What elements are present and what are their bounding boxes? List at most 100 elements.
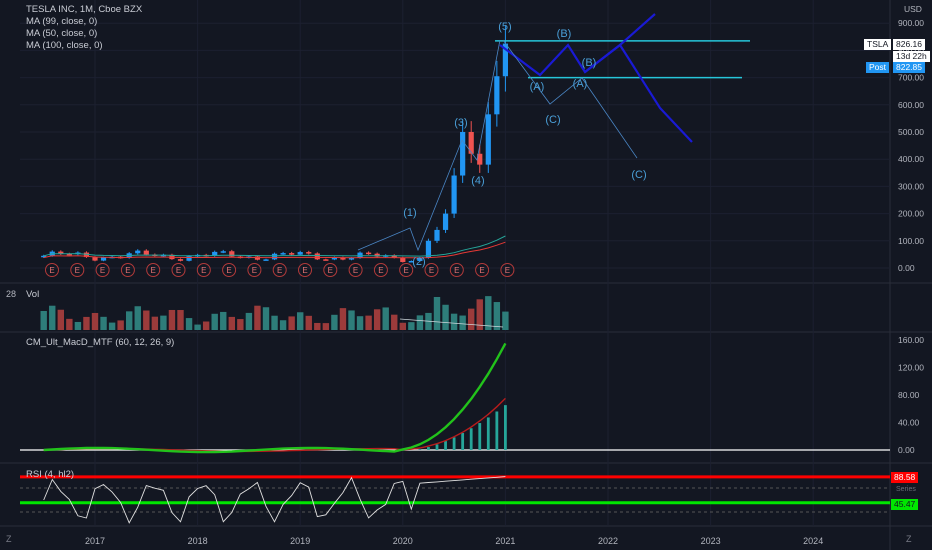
macd-hist-bar	[461, 432, 465, 450]
macd-pane-title[interactable]: CM_Ult_MacD_MTF (60, 12, 26, 9)	[26, 337, 175, 348]
wave-label: (B)	[557, 28, 572, 40]
earnings-marker-circle	[196, 263, 211, 277]
wave-label: (C)	[631, 169, 646, 181]
volume-bar	[83, 316, 90, 330]
volume-bar	[228, 316, 235, 330]
earnings-marker-circle	[222, 263, 237, 277]
earnings-marker-label: E	[151, 266, 156, 275]
earnings-marker-circle	[146, 263, 161, 277]
ma-100-legend[interactable]: MA (100, close, 0)	[26, 40, 103, 51]
earnings-marker-label: E	[226, 266, 231, 275]
volume-bar	[373, 309, 381, 330]
earnings-marker-circle	[120, 263, 135, 277]
volume-bar	[220, 311, 227, 330]
volume-bar	[391, 314, 398, 330]
wave-label: (5)	[498, 21, 511, 33]
x-tick-label: 2021	[495, 536, 515, 546]
earnings-marker-label: E	[302, 266, 307, 275]
candle-body	[340, 257, 346, 260]
candle-body	[348, 257, 355, 260]
earnings-marker-circle	[272, 263, 287, 277]
volume-bar	[408, 322, 415, 330]
volume-bar	[245, 312, 253, 330]
earnings-marker-label: E	[429, 266, 434, 275]
candle-body	[212, 251, 218, 256]
earnings-marker-circle	[171, 263, 186, 277]
volume-bar	[254, 305, 261, 330]
volume-bar	[493, 302, 501, 330]
macd-hist-bar	[452, 437, 456, 450]
candle-body	[280, 253, 286, 255]
volume-bar	[442, 304, 449, 330]
candle-body	[442, 213, 449, 230]
earnings-marker-circle	[298, 263, 312, 277]
wave-label: (C)	[545, 114, 560, 126]
earnings-marker-circle	[45, 263, 59, 277]
right-corner-button[interactable]: Z	[906, 534, 912, 544]
candle-body	[417, 257, 423, 261]
earnings-marker-circle	[323, 263, 338, 277]
earnings-marker-label: E	[125, 266, 130, 275]
candle-body	[400, 257, 406, 263]
earnings-marker-label: E	[252, 266, 257, 275]
earnings-marker-circle	[70, 263, 85, 277]
price-tick-label: 800.00	[898, 45, 924, 55]
macd-hist-bar	[486, 417, 490, 450]
volume-bar	[185, 318, 193, 330]
volume-bar	[356, 316, 364, 330]
ma-99-legend[interactable]: MA (99, close, 0)	[26, 16, 98, 27]
currency-label: USD	[904, 4, 922, 14]
volume-trend-line	[399, 318, 504, 328]
macd-tick-label: 120.00	[898, 363, 924, 373]
rsi-pane-title[interactable]: RSI (4, hl2)	[26, 469, 75, 480]
price-tick-label: 700.00	[898, 73, 924, 83]
post-price-badge: 822.85	[893, 62, 925, 73]
volume-bar	[74, 321, 82, 330]
candle-body	[100, 257, 107, 261]
candle-body	[434, 229, 440, 241]
candle-body	[41, 255, 47, 258]
candle-body	[323, 259, 329, 261]
volume-bar	[399, 322, 406, 330]
candle-body	[391, 255, 397, 258]
volume-bar	[279, 320, 287, 330]
x-tick-label: 2023	[701, 536, 721, 546]
wave-label: (4)	[471, 175, 484, 187]
candle-body	[220, 251, 226, 253]
impulse-wave-path	[357, 39, 501, 252]
volume-bar	[382, 307, 389, 330]
volume-bar	[66, 318, 73, 330]
volume-bar	[433, 296, 441, 330]
volume-bar	[126, 311, 133, 330]
earnings-marker-circle	[449, 263, 464, 277]
earnings-marker-label: E	[479, 266, 484, 275]
volume-pane-title[interactable]: Vol	[26, 289, 40, 300]
volume-bar	[100, 316, 107, 330]
candle-body	[83, 252, 90, 258]
price-tick-label: 0.00	[898, 263, 915, 273]
volume-bar	[502, 311, 509, 330]
wave-label: (A)	[573, 78, 588, 90]
wave-path-bull	[499, 13, 656, 77]
rsi-lower-badge: 45.47	[891, 499, 919, 510]
earnings-marker-label: E	[328, 266, 333, 275]
ma-99-line	[43, 241, 506, 259]
ticker-badge: TSLA	[864, 39, 892, 50]
volume-bar	[202, 321, 210, 330]
price-tick-label: 600.00	[898, 100, 924, 110]
candle-body	[357, 252, 363, 258]
macd-hist-bar	[435, 444, 439, 450]
earnings-marker-circle	[95, 263, 110, 277]
volume-bar	[57, 309, 64, 330]
symbol-title[interactable]: TESLA INC, 1M, Cboe BZX	[26, 4, 143, 15]
ma-50-legend[interactable]: MA (50, close, 0)	[26, 28, 98, 39]
volume-bar	[134, 306, 141, 330]
x-tick-label: 2020	[393, 536, 413, 546]
left-corner-button[interactable]: Z	[6, 534, 12, 544]
macd-hist-bar	[504, 405, 507, 450]
candle-body	[263, 259, 269, 261]
candle-body	[425, 240, 432, 258]
volume-bar	[288, 316, 295, 330]
candle-body	[143, 250, 149, 255]
